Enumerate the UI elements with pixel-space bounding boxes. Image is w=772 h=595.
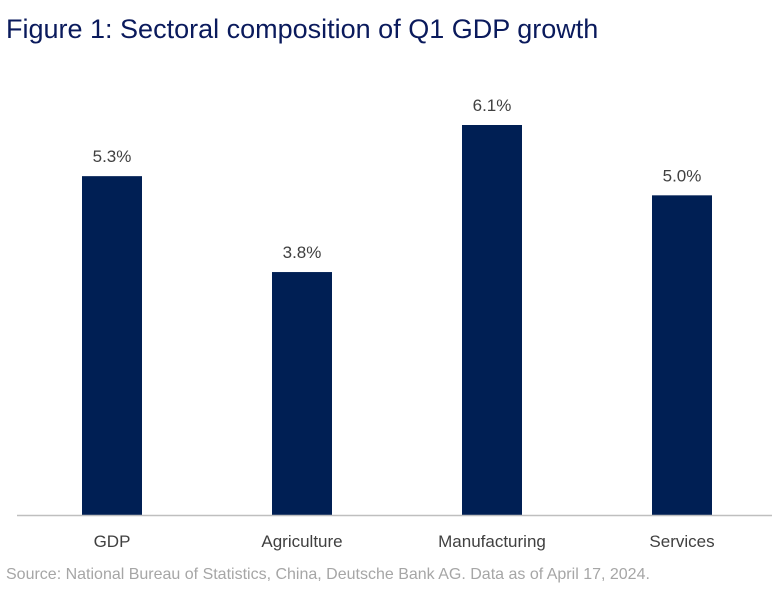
bar-services xyxy=(652,195,712,515)
source-note: Source: National Bureau of Statistics, C… xyxy=(6,566,650,583)
data-label-manufacturing: 6.1% xyxy=(473,96,512,115)
x-tick-label-manufacturing: Manufacturing xyxy=(438,532,546,551)
bar-manufacturing xyxy=(462,125,522,515)
x-tick-label-agriculture: Agriculture xyxy=(261,532,342,551)
chart-title: Figure 1: Sectoral composition of Q1 GDP… xyxy=(6,14,599,44)
bar-agriculture xyxy=(272,272,332,515)
data-label-gdp: 5.3% xyxy=(93,147,132,166)
bar-chart: 5.3% GDP 3.8% Agriculture 6.1% Manufacturing 5… xyxy=(17,96,772,551)
x-tick-label-gdp: GDP xyxy=(94,532,131,551)
x-tick-label-services: Services xyxy=(649,532,714,551)
data-label-services: 5.0% xyxy=(663,166,702,185)
data-label-agriculture: 3.8% xyxy=(283,243,322,262)
bar-gdp xyxy=(82,176,142,516)
